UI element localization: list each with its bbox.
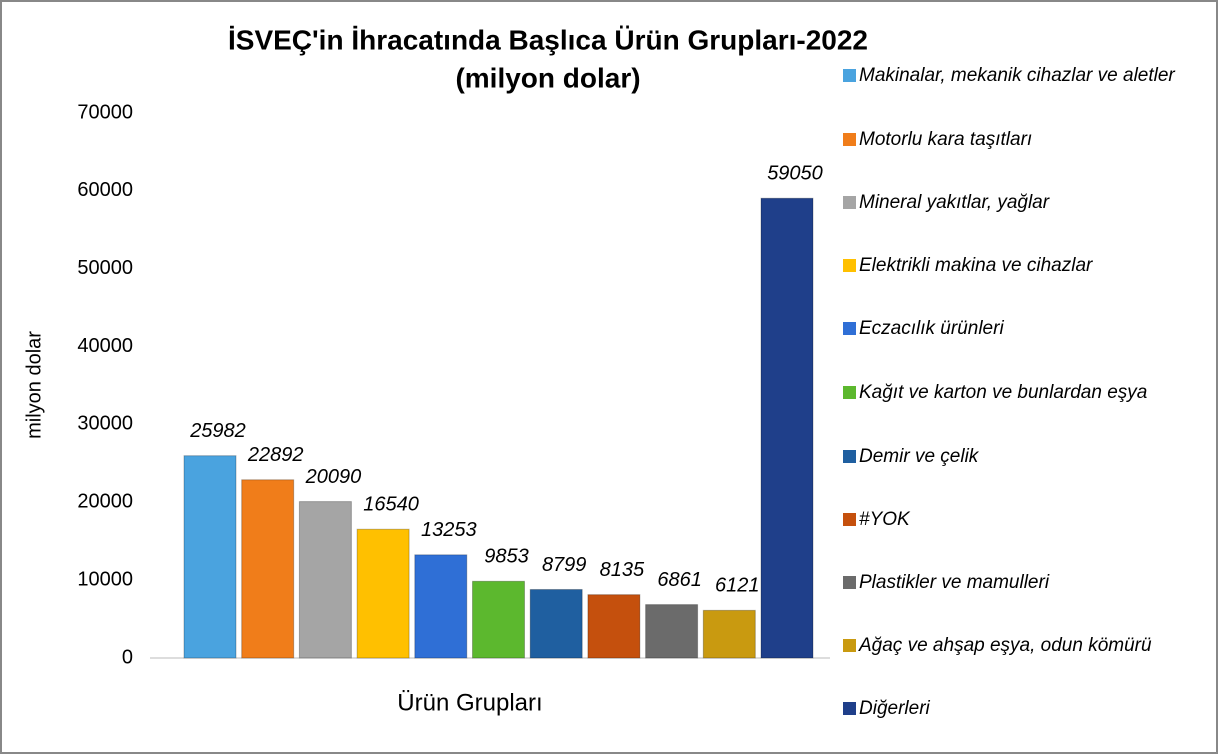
value-label: 8799 — [542, 554, 587, 576]
y-tick-label: 20000 — [77, 491, 133, 513]
legend-swatch — [843, 639, 856, 652]
legend-label: Diğerleri — [859, 698, 930, 719]
bar — [760, 197, 814, 659]
legend-swatch — [843, 133, 856, 146]
value-label: 6121 — [715, 575, 760, 597]
y-tick-label: 50000 — [77, 257, 133, 279]
bar — [183, 455, 237, 659]
bar — [414, 554, 468, 659]
legend-entry: Makinalar, mekanik cihazlar ve aletler — [843, 62, 1208, 90]
legend-entry: Demir ve çelik — [843, 443, 1208, 471]
x-axis-label: Ürün Grupları — [397, 689, 542, 716]
value-label: 59050 — [767, 163, 823, 185]
y-tick-label: 60000 — [77, 179, 133, 201]
legend-swatch — [843, 196, 856, 209]
legend-entry: #YOK — [843, 506, 1208, 534]
value-label: 9853 — [484, 546, 529, 568]
legend-entry: Plastikler ve mamulleri — [843, 569, 1208, 597]
legend-entry: Mineral yakıtlar, yağlar — [843, 189, 1208, 217]
legend-entry: Elektrikli makina ve cihazlar — [843, 252, 1208, 280]
value-label: 20090 — [305, 466, 362, 488]
legend-label: Mineral yakıtlar, yağlar — [859, 192, 1050, 213]
legend-swatch — [843, 702, 856, 715]
value-label: 25982 — [189, 420, 246, 442]
y-tick-label: 0 — [122, 646, 133, 668]
value-label: 8135 — [600, 559, 645, 581]
legend-entry: Diğerleri — [843, 695, 1208, 723]
value-label: 16540 — [363, 494, 419, 516]
legend-label: Elektrikli makina ve cihazlar — [859, 255, 1093, 276]
legend-label: Makinalar, mekanik cihazlar ve aletler — [859, 65, 1175, 86]
y-tick-label: 30000 — [77, 413, 133, 435]
y-axis-label: milyon dolar — [23, 331, 45, 439]
legend-swatch — [843, 513, 856, 526]
y-tick-label: 10000 — [77, 568, 133, 590]
y-tick-label: 70000 — [77, 101, 133, 123]
legend-label: Kağıt ve karton ve bunlardan eşya — [859, 382, 1148, 403]
legend-label: Eczacılık ürünleri — [859, 318, 1004, 339]
bar — [472, 580, 525, 659]
legend-swatch — [843, 322, 856, 335]
legend-label: Motorlu kara taşıtları — [859, 129, 1033, 150]
legend-entry: Kağıt ve karton ve bunlardan eşya — [843, 379, 1208, 407]
legend-label: #YOK — [859, 509, 910, 530]
legend-swatch — [843, 386, 856, 399]
legend-label: Demir ve çelik — [859, 446, 979, 467]
y-tick-label: 40000 — [77, 335, 133, 357]
legend-swatch — [843, 576, 856, 589]
bar — [298, 501, 352, 659]
legend-label: Plastikler ve mamulleri — [859, 572, 1050, 593]
chart-title: İSVEÇ'in İhracatında Başlıca Ürün Grupla… — [228, 24, 868, 55]
value-label: 6861 — [657, 569, 702, 591]
bar — [356, 528, 410, 659]
legend-entry: Ağaç ve ahşap eşya, odun kömürü — [843, 632, 1208, 660]
legend-entry: Motorlu kara taşıtları — [843, 126, 1208, 154]
value-label: 13253 — [421, 519, 477, 541]
bar — [587, 594, 641, 659]
legend-swatch — [843, 69, 856, 82]
legend-swatch — [843, 450, 856, 463]
bar — [702, 609, 756, 659]
value-label: 22892 — [247, 444, 304, 466]
chart-subtitle: (milyon dolar) — [455, 62, 640, 93]
bar — [645, 604, 699, 659]
bar — [241, 479, 295, 659]
bar — [529, 588, 583, 659]
legend-entry: Eczacılık ürünleri — [843, 315, 1208, 343]
legend-label: Ağaç ve ahşap eşya, odun kömürü — [859, 635, 1152, 656]
legend-swatch — [843, 259, 856, 272]
